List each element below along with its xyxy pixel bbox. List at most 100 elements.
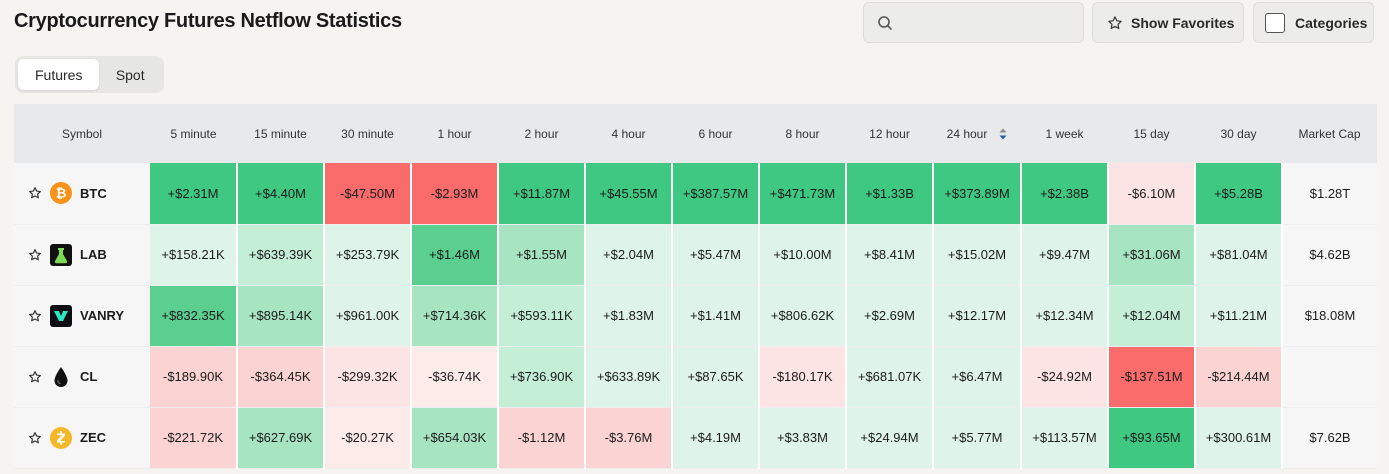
column-header-1h[interactable]: 1 hour: [411, 104, 498, 163]
netflow-cell-12h: +$1.33B: [846, 163, 934, 225]
market-cap-cell: $1.28T: [1282, 163, 1377, 225]
netflow-cell-1w: +$9.47M: [1021, 224, 1109, 286]
netflow-cell-1h: -$2.93M: [411, 163, 499, 225]
netflow-table: Symbol 5 minute 15 minute 30 minute 1 ho…: [14, 104, 1377, 469]
netflow-cell-2h: -$1.12M: [498, 407, 586, 469]
favorite-star-icon[interactable]: [28, 248, 42, 262]
sort-arrows-icon[interactable]: [999, 128, 1007, 140]
table-row[interactable]: VANRY +$832.35K +$895.14K +$961.00K +$714.36…: [14, 285, 1377, 347]
symbol-label: CL: [80, 369, 98, 384]
svg-text:₿: ₿: [56, 187, 67, 202]
netflow-cell-30m: -$299.32K: [324, 346, 412, 408]
netflow-cell-1h: +$654.03K: [411, 407, 499, 469]
netflow-cell-5m: -$189.90K: [150, 346, 238, 408]
symbol-label: LAB: [80, 247, 107, 262]
netflow-cell-6h: +$87.65K: [672, 346, 760, 408]
page-title: Cryptocurrency Futures Netflow Statistic…: [14, 10, 402, 32]
tab-futures[interactable]: Futures: [18, 59, 100, 90]
categories-button[interactable]: Categories: [1253, 2, 1374, 43]
zcash-icon: [49, 426, 73, 450]
netflow-cell-1w: +$113.57M: [1021, 407, 1109, 469]
symbol-label: ZEC: [80, 430, 106, 445]
column-header-24h[interactable]: 24 hour: [933, 104, 1021, 163]
netflow-cell-2h: +$1.55M: [498, 224, 586, 286]
netflow-cell-8h: +$3.83M: [759, 407, 847, 469]
column-header-30d[interactable]: 30 day: [1195, 104, 1282, 163]
symbol-wrap: VANRY: [28, 304, 150, 328]
netflow-cell-1h: -$36.74K: [411, 346, 499, 408]
symbol-wrap: ZEC: [28, 426, 150, 450]
table-row[interactable]: LAB +$158.21K +$639.39K +$253.79K +$1.46M +$1…: [14, 224, 1377, 286]
bitcoin-icon: ₿: [49, 181, 73, 205]
column-header-15m[interactable]: 15 minute: [237, 104, 324, 163]
netflow-cell-8h: +$471.73M: [759, 163, 847, 225]
symbol-label: BTC: [80, 185, 107, 201]
show-favorites-button[interactable]: Show Favorites: [1092, 2, 1244, 43]
symbol-cell[interactable]: CL: [14, 346, 150, 408]
favorite-star-icon[interactable]: [28, 186, 42, 200]
symbol-wrap: ₿ BTC: [28, 181, 150, 205]
column-header-4h[interactable]: 4 hour: [585, 104, 672, 163]
netflow-cell-15m: -$364.45K: [237, 346, 325, 408]
column-header-1w[interactable]: 1 week: [1021, 104, 1108, 163]
netflow-cell-6h: +$387.57M: [672, 163, 760, 225]
lab-icon: [49, 243, 73, 267]
column-header-5m[interactable]: 5 minute: [150, 104, 237, 163]
table-row[interactable]: ZEC -$221.72K +$627.69K -$20.27K +$654.03K -$…: [14, 407, 1377, 469]
netflow-cell-15m: +$627.69K: [237, 407, 325, 469]
netflow-cell-5m: +$832.35K: [150, 285, 238, 347]
netflow-cell-4h: -$3.76M: [585, 407, 673, 469]
netflow-cell-2h: +$11.87M: [498, 163, 586, 225]
symbol-wrap: CL: [28, 365, 150, 389]
symbol-cell[interactable]: ZEC: [14, 407, 150, 469]
netflow-cell-30m: -$20.27K: [324, 407, 412, 469]
column-header-24h-label: 24 hour: [946, 126, 988, 141]
netflow-cell-24h: +$6.47M: [933, 346, 1022, 408]
symbol-cell[interactable]: LAB: [14, 224, 150, 286]
netflow-cell-12h: +$2.69M: [846, 285, 934, 347]
table-row[interactable]: ₿ BTC +$2.31M +$4.40M -$47.50M -$2.93M +$11.87…: [14, 163, 1377, 225]
netflow-cell-30d: +$5.28B: [1195, 163, 1283, 225]
favorite-star-icon[interactable]: [28, 431, 42, 445]
netflow-cell-12h: +$24.94M: [846, 407, 934, 469]
netflow-cell-24h: +$373.89M: [933, 163, 1022, 225]
table-header-row: Symbol 5 minute 15 minute 30 minute 1 ho…: [14, 104, 1377, 163]
netflow-cell-12h: +$8.41M: [846, 224, 934, 286]
column-header-8h[interactable]: 8 hour: [759, 104, 846, 163]
column-header-6h[interactable]: 6 hour: [672, 104, 759, 163]
column-header-market-cap[interactable]: Market Cap: [1282, 104, 1377, 163]
symbol-label: VANRY: [80, 308, 125, 323]
favorite-star-icon[interactable]: [28, 309, 42, 323]
categories-checkbox[interactable]: [1265, 12, 1285, 33]
market-cap-cell: $7.62B: [1282, 407, 1377, 469]
netflow-cell-1h: +$714.36K: [411, 285, 499, 347]
column-header-symbol[interactable]: Symbol: [14, 104, 150, 163]
column-header-15d[interactable]: 15 day: [1108, 104, 1195, 163]
netflow-cell-6h: +$5.47M: [672, 224, 760, 286]
netflow-cell-30d: +$81.04M: [1195, 224, 1283, 286]
search-box[interactable]: [863, 2, 1084, 43]
symbol-cell[interactable]: VANRY: [14, 285, 150, 347]
netflow-cell-15d: -$6.10M: [1108, 163, 1196, 225]
symbol-cell[interactable]: ₿ BTC: [14, 163, 150, 225]
tab-spot[interactable]: Spot: [115, 66, 145, 83]
column-header-2h[interactable]: 2 hour: [498, 104, 585, 163]
netflow-cell-30m: -$47.50M: [324, 163, 412, 225]
netflow-cell-1w: +$12.34M: [1021, 285, 1109, 347]
netflow-cell-5m: +$158.21K: [150, 224, 238, 286]
netflow-cell-4h: +$633.89K: [585, 346, 673, 408]
favorite-star-icon[interactable]: [28, 370, 42, 384]
search-input[interactable]: [900, 11, 1075, 35]
market-cap-cell: [1282, 346, 1377, 408]
netflow-cell-4h: +$1.83M: [585, 285, 673, 347]
netflow-cell-1w: -$24.92M: [1021, 346, 1109, 408]
netflow-cell-5m: -$221.72K: [150, 407, 238, 469]
netflow-cell-15d: +$31.06M: [1108, 224, 1196, 286]
column-header-12h[interactable]: 12 hour: [846, 104, 933, 163]
netflow-cell-15m: +$895.14K: [237, 285, 325, 347]
show-favorites-label: Show Favorites: [1131, 14, 1235, 31]
column-header-30m[interactable]: 30 minute: [324, 104, 411, 163]
table-row[interactable]: CL -$189.90K -$364.45K -$299.32K -$36.74K +$7…: [14, 346, 1377, 408]
symbol-wrap: LAB: [28, 243, 150, 267]
netflow-cell-8h: -$180.17K: [759, 346, 847, 408]
